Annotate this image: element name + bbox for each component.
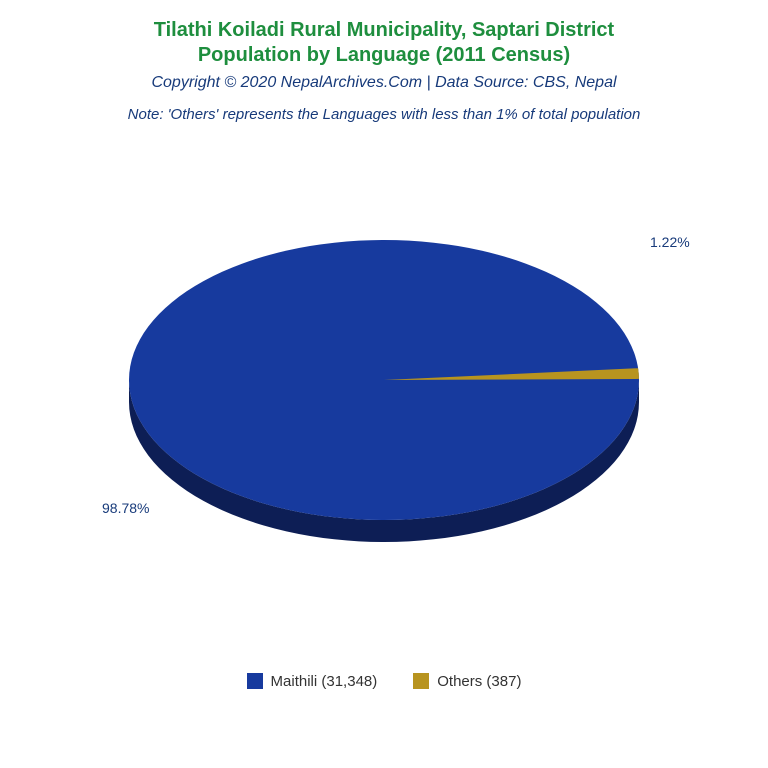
legend-label: Maithili (31,348): [271, 673, 378, 690]
copyright-text: Copyright © 2020 NepalArchives.Com | Dat…: [0, 74, 768, 92]
note-text: Note: 'Others' represents the Languages …: [0, 106, 768, 123]
pct-label-maithili: 98.78%: [102, 500, 149, 516]
legend-label: Others (387): [437, 673, 521, 690]
legend-item-0: Maithili (31,348): [247, 673, 378, 690]
pct-label-others: 1.22%: [650, 234, 690, 250]
legend: Maithili (31,348) Others (387): [0, 673, 768, 695]
chart-title-line1: Tilathi Koiladi Rural Municipality, Sapt…: [0, 18, 768, 43]
pie-chart: 98.78% 1.22%: [0, 180, 768, 580]
legend-swatch: [413, 673, 429, 689]
title-block: Tilathi Koiladi Rural Municipality, Sapt…: [0, 0, 768, 123]
legend-item-1: Others (387): [413, 673, 521, 690]
chart-title-line2: Population by Language (2011 Census): [0, 43, 768, 68]
legend-swatch: [247, 673, 263, 689]
